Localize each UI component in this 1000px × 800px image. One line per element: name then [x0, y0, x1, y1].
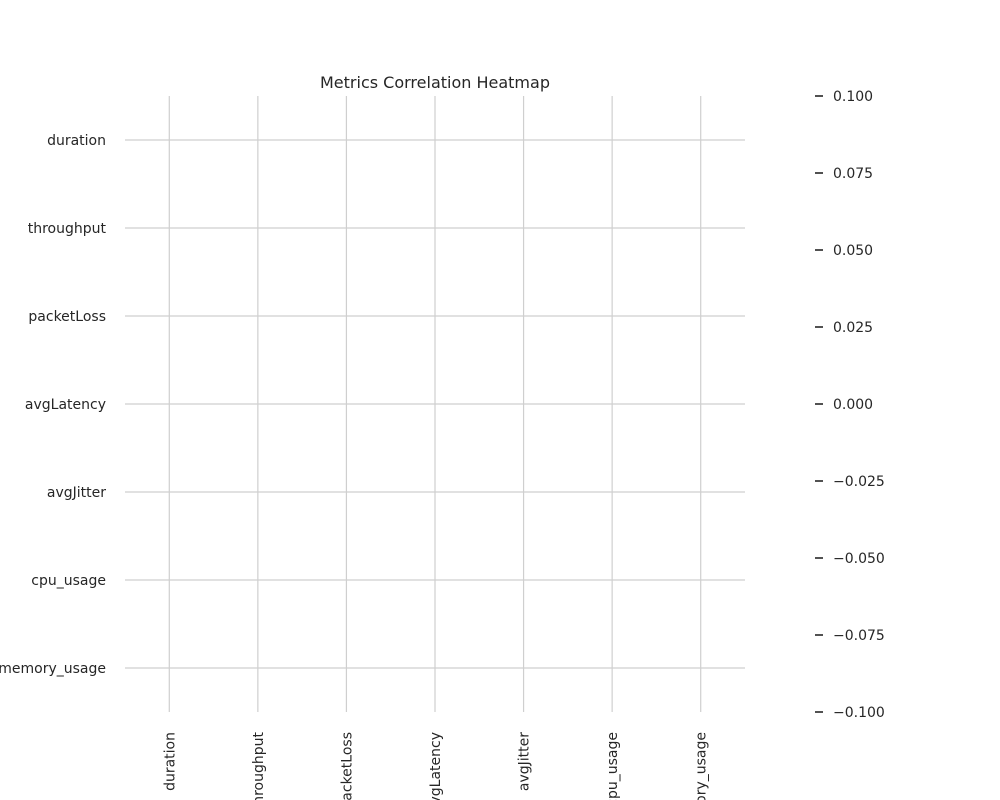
colorbar-tick-label: 0.050: [833, 243, 873, 259]
x-tick-label: duration: [162, 732, 178, 791]
colorbar: 0.100 0.075 0.050 0.025 0.000 −0.025 −0.050 −0.…: [815, 89, 885, 721]
y-tick-label: duration: [47, 133, 106, 149]
chart-title: Metrics Correlation Heatmap: [320, 73, 550, 92]
y-tick-label: cpu_usage: [31, 573, 106, 589]
x-tick-label: packetLoss: [339, 732, 355, 800]
y-tick-labels: duration throughput packetLoss avgLatency av…: [0, 133, 107, 677]
colorbar-tick-label: −0.025: [833, 474, 885, 490]
colorbar-tick-label: −0.075: [833, 628, 885, 644]
y-tick-label: packetLoss: [28, 309, 106, 325]
colorbar-tick-label: 0.000: [833, 397, 873, 413]
colorbar-tick-label: 0.100: [833, 89, 873, 105]
x-tick-label: avgLatency: [428, 732, 444, 800]
x-tick-label: throughput: [251, 731, 267, 800]
heatmap-grid: [125, 96, 745, 712]
y-tick-label: avgLatency: [25, 397, 106, 413]
colorbar-tick-label: −0.100: [833, 705, 885, 721]
colorbar-tick-label: 0.075: [833, 166, 873, 182]
colorbar-tick-label: 0.025: [833, 320, 873, 336]
x-tick-label: memory_usage: [694, 732, 710, 800]
y-tick-label: avgJitter: [47, 485, 106, 501]
x-tick-labels: duration throughput packetLoss avgLatency av…: [162, 731, 709, 800]
x-tick-label: avgJitter: [517, 732, 533, 791]
x-tick-label: cpu_usage: [605, 732, 621, 800]
colorbar-tick-label: −0.050: [833, 551, 885, 567]
y-tick-label: throughput: [28, 221, 107, 237]
y-tick-label: memory_usage: [0, 661, 106, 677]
